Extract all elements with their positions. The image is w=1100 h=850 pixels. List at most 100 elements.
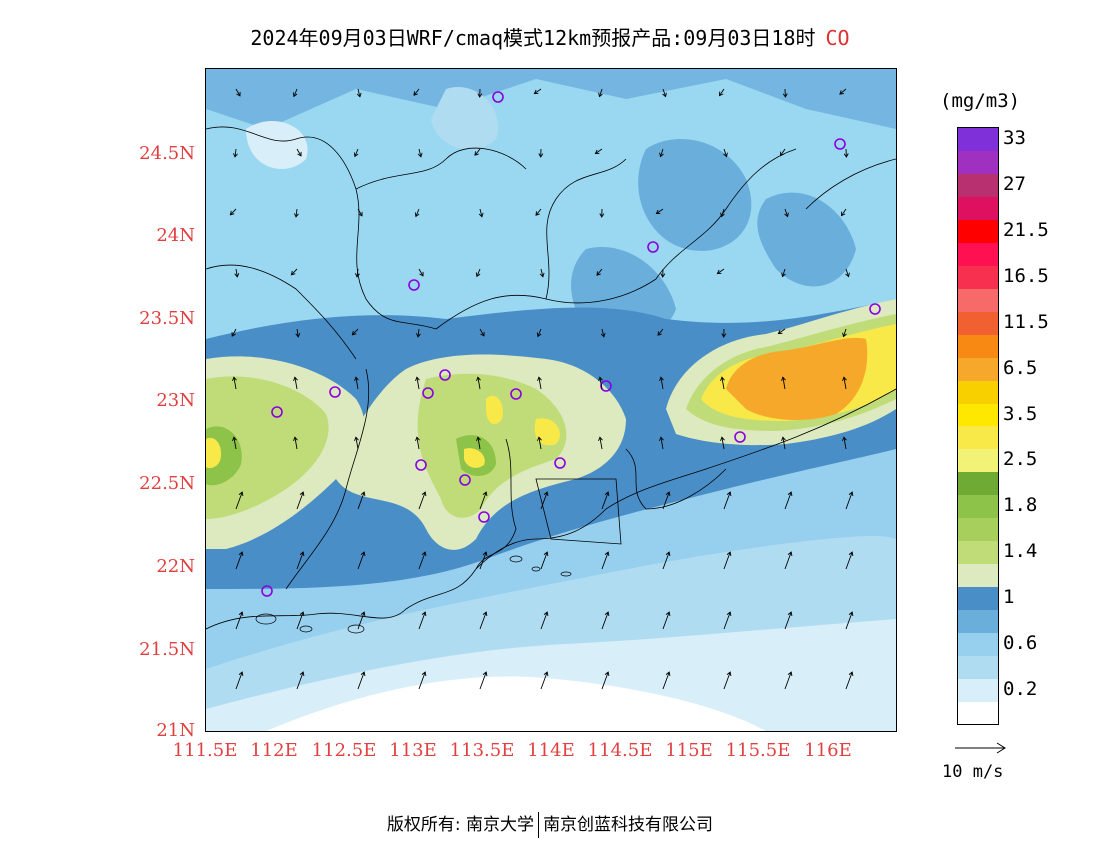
wind-arrow — [534, 88, 542, 94]
green-west-2 — [206, 376, 329, 519]
wind-arrow — [843, 437, 847, 450]
colorbar-segment — [958, 242, 998, 267]
wind-arrow — [841, 208, 847, 216]
wind-arrow — [723, 491, 731, 510]
wind-arrow-head — [354, 273, 360, 278]
wind-arrow-head — [598, 436, 603, 442]
wind-arrow-head — [293, 376, 298, 382]
wind-arrow — [719, 88, 725, 96]
colorbar-segment — [958, 701, 998, 725]
wind-arrow-head — [723, 152, 728, 158]
colorbar-tick-label: 6.5 — [1003, 356, 1038, 379]
wind-arrow-head — [599, 213, 605, 218]
wind-arrow — [296, 551, 304, 570]
wind-arrow-head — [482, 491, 488, 497]
wind-arrow — [230, 208, 237, 216]
wind-arrow-head — [231, 332, 236, 337]
colorbar-tick-label: 0.2 — [1003, 677, 1038, 700]
wind-arrow-head — [299, 551, 305, 557]
wind-arrow-head — [842, 436, 847, 442]
wind-arrow — [296, 671, 304, 690]
wind-arrow-head — [720, 212, 725, 218]
colorbar-segment — [958, 219, 998, 244]
wind-arrow-head — [787, 551, 793, 557]
wind-arrow-head — [533, 89, 539, 95]
wind-arrow — [778, 328, 786, 334]
wind-arrow-head — [419, 271, 424, 277]
colorbar-segment — [958, 311, 998, 335]
wind-arrow-head — [655, 209, 661, 215]
footer-left: 版权所有: 南京大学 — [386, 815, 535, 835]
wind-arrow-head — [360, 491, 366, 497]
wind-arrow-head — [594, 149, 600, 155]
wind-arrow-head — [657, 331, 662, 336]
wind-arrow — [784, 208, 789, 217]
wind-arrow — [843, 328, 847, 337]
wind-arrow — [296, 148, 302, 157]
wind-arrow — [784, 551, 792, 570]
yellow-delta-2 — [486, 395, 503, 425]
wind-arrow — [293, 88, 298, 97]
reference-vector-label: 10 m/s — [942, 762, 1004, 782]
colorbar-tick-label: 3.5 — [1003, 402, 1038, 425]
wind-arrow-head — [353, 152, 359, 158]
title-text: 2024年09月03日WRF/cmaq模式12km预报产品:09月03日18时 — [250, 26, 816, 50]
wind-arrow — [415, 208, 420, 217]
wind-arrow-head — [726, 671, 732, 677]
wind-arrow — [845, 268, 850, 277]
wind-arrow-head — [842, 332, 847, 338]
wind-arrow-head — [787, 491, 793, 497]
wind-arrow-head — [537, 436, 542, 442]
wind-arrow — [416, 437, 420, 450]
copyright-footer: 版权所有: 南京大学 南京创蓝科技有限公司 — [0, 810, 1100, 838]
wind-arrow-head — [295, 333, 301, 338]
blob-1 — [638, 139, 752, 251]
wind-arrow — [418, 611, 426, 630]
station-markers — [261, 91, 881, 597]
wind-arrow-head — [414, 212, 420, 218]
wind-arrow-head — [787, 611, 793, 617]
wind-arrow — [721, 377, 725, 390]
wind-arrow — [357, 611, 365, 630]
yellow-delta-1 — [464, 448, 485, 468]
wind-arrow-head — [543, 671, 549, 677]
wind-arrow-head — [354, 376, 359, 382]
wind-arrow-head — [477, 93, 483, 98]
wind-arrow-head — [659, 152, 664, 158]
wind-arrow-head — [787, 671, 793, 677]
wind-arrow — [233, 377, 237, 390]
lat-label-23: 23N — [156, 390, 195, 411]
wind-arrow — [235, 491, 243, 510]
wind-arrow — [235, 551, 243, 570]
wind-arrow-head — [598, 376, 603, 382]
wind-arrow-head — [848, 671, 854, 677]
wind-arrow — [845, 611, 853, 630]
wind-arrow-head — [238, 491, 244, 497]
wind-arrow-head — [659, 436, 664, 442]
wind-arrow — [479, 208, 483, 217]
wind-arrow-head — [232, 436, 237, 442]
wind-arrow — [357, 88, 361, 97]
wind-arrow — [235, 268, 238, 277]
colorbar-tick-label: 1.4 — [1003, 540, 1038, 563]
wind-arrow — [599, 437, 603, 450]
colorbar-segment — [958, 448, 998, 473]
lon-label-116: 116E — [804, 740, 852, 761]
wind-arrow — [357, 671, 365, 690]
wind-arrow — [418, 268, 424, 277]
wind-arrow-head — [232, 376, 237, 382]
lat-label-21: 21N — [156, 720, 195, 741]
wind-arrow — [354, 148, 359, 157]
wind-arrow-head — [659, 376, 664, 382]
wind-arrow — [295, 208, 298, 217]
colorbar-segment — [958, 563, 998, 587]
wind-arrow-head — [782, 93, 788, 98]
wind-arrow — [784, 491, 792, 510]
wind-arrow-head — [841, 211, 846, 217]
wind-arrow — [601, 671, 609, 690]
wind-arrow-head — [415, 376, 420, 382]
colorbar-segment — [958, 334, 998, 358]
wind-arrow — [479, 611, 487, 630]
wind-arrow-head — [478, 212, 484, 218]
colorbar-tick-label: 2.5 — [1003, 448, 1038, 471]
